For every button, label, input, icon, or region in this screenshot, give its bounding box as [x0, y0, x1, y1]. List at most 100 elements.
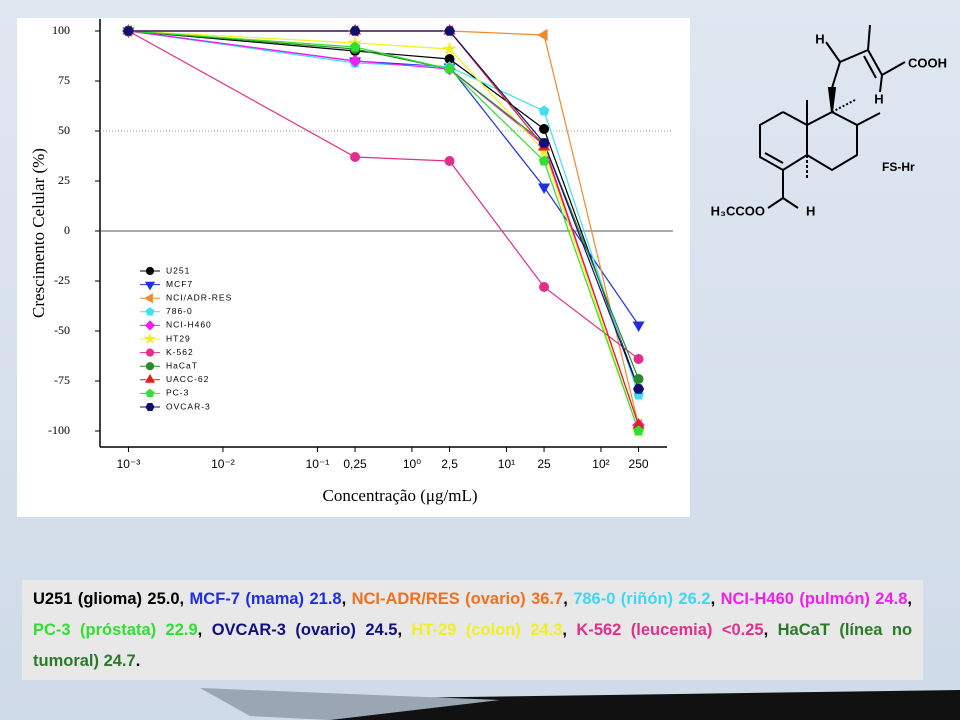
legend-label: PC-3 [166, 388, 189, 398]
atom-label: H [815, 31, 824, 46]
caption-segment: , [341, 590, 352, 608]
data-point [349, 26, 361, 36]
legend-marker [145, 348, 155, 357]
caption-segment: , [763, 621, 778, 639]
x-tick-label: 10⁻² [211, 457, 235, 471]
legend-marker [145, 403, 155, 411]
data-point [350, 152, 361, 162]
data-point [633, 425, 644, 436]
data-point [122, 26, 134, 36]
legend-label: HT29 [166, 333, 191, 343]
legend-marker [144, 374, 156, 383]
legend-marker [144, 281, 156, 291]
legend-label: NCI/ADR-RES [166, 292, 232, 302]
structure-labels: H COOH H FS-Hr H₃CCOO H [711, 31, 947, 218]
caption-segment: 786-0 (riñón) 26.2 [573, 590, 711, 608]
data-point [633, 354, 644, 364]
caption-segment: NCI-ADR/RES (ovario) 36.7 [351, 590, 564, 608]
y-tick-label: 25 [58, 173, 70, 187]
legend-marker [143, 332, 157, 345]
data-point [538, 138, 550, 148]
caption-segment: , [197, 621, 212, 639]
caption-segment: MCF-7 (mama) 21.8 [189, 590, 342, 608]
data-point [633, 384, 645, 394]
x-tick-label: 10⁻¹ [306, 457, 330, 471]
caption-segment: U251 (glioma) 25.0 [33, 590, 180, 608]
bond [764, 152, 784, 164]
caption-segment: OVCAR-3 (ovario) 24.5 [211, 621, 398, 639]
data-point [442, 41, 457, 56]
legend-label: K-562 [166, 347, 194, 357]
caption-segment: , [397, 621, 412, 639]
y-tick-label: 75 [58, 73, 70, 87]
chart-panel [17, 18, 690, 517]
legend-label: MCF7 [166, 279, 193, 289]
decoration [200, 688, 500, 720]
data-point [539, 124, 550, 134]
data-point [444, 63, 455, 74]
legend-marker [145, 266, 155, 276]
legend-marker [144, 320, 156, 331]
x-tick-label: 10² [592, 457, 609, 471]
caption-segment: , [562, 621, 577, 639]
data-point [537, 28, 548, 42]
y-axis-title: Crescimento Celular (%) [29, 148, 48, 318]
bond [856, 112, 881, 126]
caption-segment: NCI-H460 (pulmón) 24.8 [720, 590, 908, 608]
bond [867, 24, 871, 51]
x-tick-label: 10¹ [498, 457, 515, 471]
bond [767, 197, 784, 209]
caption-segment: HaCaT (línea no tumoral) 24.7 [33, 621, 913, 670]
y-tick-label: 100 [52, 23, 70, 37]
data-point [633, 374, 644, 384]
bond [782, 197, 799, 209]
legend-label: NCI-H460 [166, 320, 212, 330]
legend-marker [144, 293, 153, 304]
y-tick-label: -25 [54, 273, 70, 287]
data-point [444, 156, 455, 166]
data-point [349, 41, 361, 52]
x-tick-label: 25 [537, 457, 551, 471]
bond [863, 55, 877, 79]
legend-marker [145, 362, 155, 371]
y-tick-label: -50 [54, 323, 70, 337]
atom-label: H [874, 91, 883, 106]
x-tick-label: 10⁻³ [117, 457, 141, 471]
bond [759, 111, 808, 172]
x-tick-label: 2,5 [441, 457, 458, 471]
y-tick-label: -75 [54, 373, 70, 387]
y-tick-label: 50 [58, 123, 70, 137]
data-point [538, 155, 550, 166]
x-tick-label: 250 [629, 457, 649, 471]
bond [831, 99, 856, 113]
caption: U251 (glioma) 25.0, MCF-7 (mama) 21.8, N… [22, 580, 923, 680]
caption-segment: , [710, 590, 721, 608]
bond [825, 41, 841, 63]
legend-label: 786-0 [166, 306, 193, 316]
x-tick-label: 10⁰ [403, 457, 421, 471]
y-tick-label: -100 [48, 423, 70, 437]
bond [831, 48, 906, 89]
structure [759, 24, 906, 209]
y-tick-label: 0 [64, 223, 70, 237]
legend-label: UACC-62 [166, 374, 209, 384]
atom-label: H [806, 203, 815, 218]
caption-segment: , [563, 590, 574, 608]
compound-label: FS-Hr [882, 160, 915, 174]
legend-label: HaCaT [166, 360, 198, 370]
legend-label: OVCAR-3 [166, 401, 211, 411]
bond [879, 74, 883, 93]
data-point [538, 183, 551, 195]
caption-segment: , [179, 590, 190, 608]
bond [806, 110, 858, 172]
data-point [632, 321, 645, 333]
atom-label: H₃CCOO [711, 203, 765, 218]
x-axis-title: Concentração (μg/mL) [323, 486, 478, 505]
caption-segment: HT-29 (colon) 24.3 [411, 621, 563, 639]
data-point [538, 105, 550, 116]
atom-label: COOH [908, 55, 947, 70]
legend-label: U251 [166, 265, 190, 275]
